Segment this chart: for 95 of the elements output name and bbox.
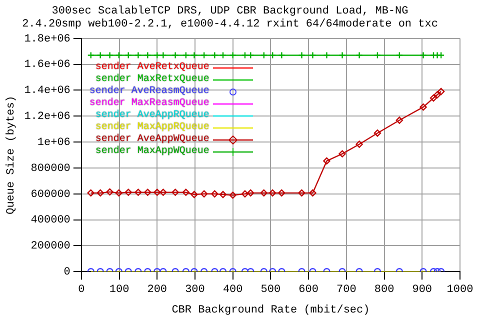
point <box>211 52 218 59</box>
point <box>396 52 404 59</box>
point <box>219 52 227 59</box>
x-tick-label: 1000 <box>446 284 474 296</box>
legend-label: sender MaxAppRQueue <box>95 122 210 134</box>
point <box>430 52 438 59</box>
point <box>124 52 132 59</box>
point <box>160 52 167 59</box>
y-tick-label: 800000 <box>30 162 70 175</box>
point <box>172 52 179 59</box>
point <box>134 52 142 59</box>
x-tick-label: 800 <box>374 284 394 296</box>
point <box>298 189 306 197</box>
legend-label: sender MaxRetxQueue <box>95 74 210 86</box>
point <box>434 52 441 59</box>
point <box>356 52 363 59</box>
point <box>268 52 276 59</box>
legend-label: sender AveAppRQueue <box>95 110 210 122</box>
point <box>211 190 218 198</box>
point <box>160 188 167 196</box>
legend-label: sender AveRetxQueue <box>95 62 210 74</box>
x-axis-title: CBR Background Rate (mbit/sec) <box>172 304 370 316</box>
legend-label: sender AveAppWQueue <box>95 134 210 146</box>
point <box>200 52 208 59</box>
point <box>247 52 254 59</box>
point <box>437 88 445 96</box>
point <box>241 190 249 198</box>
x-tick-label: 0 <box>78 284 85 296</box>
x-tick-label: 700 <box>336 284 356 296</box>
legend-label: sender MaxAppWQueue <box>95 146 210 158</box>
legend-label: sender AveReasmQueue <box>89 86 210 98</box>
point <box>241 52 249 59</box>
point <box>134 188 142 196</box>
point <box>229 52 236 59</box>
point <box>87 189 94 197</box>
point <box>154 188 161 196</box>
y-tick-label: 400000 <box>30 214 70 227</box>
point <box>190 190 198 198</box>
y-tick-label: 0 <box>64 266 70 279</box>
point <box>154 52 161 59</box>
point <box>396 116 404 124</box>
x-tick-label: 600 <box>298 284 318 296</box>
point <box>96 189 104 197</box>
point <box>374 52 382 59</box>
y-tick-label: 1.4e+06 <box>24 85 70 98</box>
point <box>338 52 346 59</box>
chart-title: 300sec ScalableTCP DRS, UDP CBR Background Load, MB-NG <box>52 6 408 18</box>
point <box>96 52 104 59</box>
point <box>229 192 236 199</box>
y-tick-label: 1.2e+06 <box>24 111 70 124</box>
point <box>106 52 114 59</box>
point <box>182 188 190 196</box>
point <box>323 157 330 165</box>
point <box>420 52 427 59</box>
legend-label: sender MaxReasmQueue <box>89 98 210 110</box>
point <box>338 150 346 158</box>
y-tick-label: 1.8e+06 <box>24 33 70 46</box>
point <box>247 189 254 197</box>
x-tick-label: 100 <box>109 284 130 296</box>
y-tick-label: 1e+06 <box>37 136 70 149</box>
point <box>115 52 122 59</box>
x-tick-label: 500 <box>260 284 281 296</box>
point <box>323 52 330 59</box>
point <box>172 188 179 196</box>
x-tick-label: 200 <box>147 284 168 296</box>
point <box>144 188 152 196</box>
y-tick-label: 1.6e+06 <box>24 59 70 72</box>
point <box>200 190 208 198</box>
point <box>190 52 198 59</box>
point <box>260 189 268 197</box>
y-tick-label: 200000 <box>30 240 70 253</box>
point <box>182 52 190 59</box>
point <box>430 94 438 102</box>
point <box>106 188 114 196</box>
point <box>420 103 427 111</box>
point <box>356 140 363 148</box>
y-axis-title: Queue Size (bytes) <box>6 96 18 214</box>
chart-subtitle: 2.4.20smp web100-2.2.1, e1000-4.4.12 rxint 64/64moderate on txc <box>22 18 438 31</box>
point <box>278 189 286 197</box>
point <box>298 52 306 59</box>
point <box>124 188 132 196</box>
point <box>309 52 316 59</box>
point <box>309 189 316 197</box>
point <box>115 189 122 197</box>
x-tick-label: 900 <box>412 284 432 296</box>
y-tick-label: 600000 <box>30 188 70 201</box>
point <box>374 130 382 137</box>
point <box>434 91 441 98</box>
point <box>144 52 152 59</box>
point <box>260 52 268 59</box>
x-tick-label: 400 <box>222 284 243 296</box>
point <box>219 190 227 198</box>
x-tick-label: 300 <box>185 284 205 296</box>
point <box>278 52 286 59</box>
point <box>268 189 276 197</box>
